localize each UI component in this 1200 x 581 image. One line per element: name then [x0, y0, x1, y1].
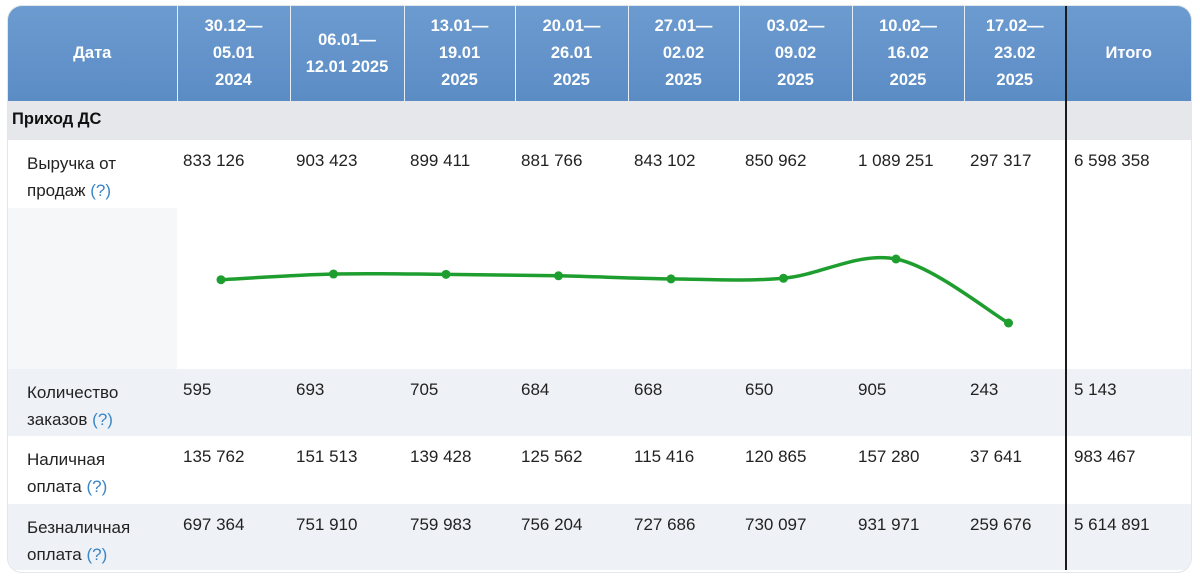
table-cell-value: 756 204 — [515, 504, 628, 570]
table-cell-value: 727 686 — [628, 504, 739, 570]
table-cell-value: 125 562 — [515, 436, 628, 504]
table-row-orders: Количество заказов (?) 595 693 705 684 66… — [8, 369, 1191, 436]
column-header-period[interactable]: 10.02— 16.02 2025 — [852, 6, 965, 101]
revenue-point[interactable] — [216, 275, 226, 285]
revenue-chart-row — [8, 208, 1191, 369]
revenue-point[interactable] — [554, 271, 563, 281]
table-cell-total: 5 614 891 — [1065, 504, 1191, 570]
table-cell-value: 759 983 — [404, 504, 515, 570]
table-cell-value: 751 910 — [290, 504, 404, 570]
table-cell-value: 120 865 — [739, 436, 852, 504]
row-label-revenue: Выручка от продаж (?) — [8, 140, 177, 208]
table-cell-value: 697 364 — [177, 504, 290, 570]
table-cell-value: 705 — [404, 369, 515, 436]
help-link[interactable]: (?) — [90, 181, 112, 200]
section-spacer — [177, 101, 1066, 140]
revenue-line-chart — [216, 254, 1013, 328]
table-cell-value: 899 411 — [404, 140, 515, 208]
table-row-cashless-payment: Безналичная оплата (?) 697 364 751 910 75… — [8, 504, 1191, 570]
table-cell-value: 243 — [964, 369, 1066, 436]
table-cell-value: 903 423 — [290, 140, 404, 208]
table-cell-value: 684 — [515, 369, 628, 436]
table-cell-value: 905 — [852, 369, 964, 436]
revenue-point[interactable] — [666, 274, 676, 284]
table-cell-value: 135 762 — [177, 436, 290, 504]
column-header-period[interactable]: 30.12— 05.01 2024 — [177, 6, 291, 101]
help-link[interactable]: (?) — [86, 477, 108, 496]
row-label-orders: Количество заказов (?) — [8, 369, 177, 436]
chart-total-spacer — [1065, 208, 1191, 369]
table-cell-value: 693 — [290, 369, 404, 436]
table-row-revenue: Выручка от продаж (?) 833 126 903 423 899… — [8, 140, 1191, 208]
table-cell-value: 881 766 — [515, 140, 628, 208]
row-label-cashless-payment: Безналичная оплата (?) — [8, 504, 177, 570]
table-cell-value: 650 — [739, 369, 852, 436]
table-cell-value: 157 280 — [852, 436, 964, 504]
section-total-spacer — [1065, 101, 1191, 140]
table-cell-total: 6 598 358 — [1065, 140, 1191, 208]
row-label-cash-payment: Наличная оплата (?) — [8, 436, 177, 504]
column-header-period[interactable]: 20.01— 26.01 2025 — [515, 6, 629, 101]
table-cell-value: 595 — [177, 369, 290, 436]
column-header-period[interactable]: 06.01— 12.01 2025 — [290, 6, 405, 101]
chart-row-label-spacer — [8, 208, 177, 369]
table-cell-value: 833 126 — [177, 140, 290, 208]
column-header-period[interactable]: 27.01— 02.02 2025 — [628, 6, 740, 101]
column-header-total: Итого — [1065, 6, 1191, 101]
table-row-cash-payment: Наличная оплата (?) 135 762 151 513 139 4… — [8, 436, 1191, 504]
table-cell-value: 297 317 — [964, 140, 1066, 208]
revenue-point[interactable] — [1004, 318, 1013, 328]
section-title: Приход ДС — [8, 101, 177, 140]
help-link[interactable]: (?) — [92, 410, 113, 429]
table-cell-value: 1 089 251 — [852, 140, 964, 208]
cashflow-table: Дата 30.12— 05.01 2024 06.01— 12.01 2025 13… — [8, 6, 1191, 570]
column-header-date: Дата — [8, 6, 178, 101]
column-header-period[interactable]: 17.02— 23.02 2025 — [964, 6, 1067, 101]
revenue-series-line — [219, 255, 1011, 325]
cashflow-table-panel: Дата 30.12— 05.01 2024 06.01— 12.01 2025 13… — [8, 6, 1191, 572]
revenue-point[interactable] — [779, 273, 788, 283]
revenue-point[interactable] — [329, 269, 338, 279]
table-cell-value: 139 428 — [404, 436, 515, 504]
revenue-chart-cell — [177, 208, 1066, 369]
section-row-cash-inflow: Приход ДС — [8, 101, 1191, 140]
revenue-point[interactable] — [891, 254, 901, 264]
table-cell-value: 850 962 — [739, 140, 852, 208]
help-link[interactable]: (?) — [86, 545, 108, 564]
column-header-period[interactable]: 03.02— 09.02 2025 — [739, 6, 853, 101]
table-cell-value: 115 416 — [628, 436, 739, 504]
table-cell-value: 730 097 — [739, 504, 852, 570]
column-header-period[interactable]: 13.01— 19.01 2025 — [404, 6, 516, 101]
table-cell-value: 259 676 — [964, 504, 1066, 570]
table-cell-value: 151 513 — [290, 436, 404, 504]
table-cell-total: 5 143 — [1065, 369, 1191, 436]
table-cell-value: 843 102 — [628, 140, 739, 208]
table-cell-value: 931 971 — [852, 504, 964, 570]
table-cell-value: 37 641 — [964, 436, 1066, 504]
revenue-point[interactable] — [441, 269, 451, 279]
table-cell-total: 983 467 — [1065, 436, 1191, 504]
header-row: Дата 30.12— 05.01 2024 06.01— 12.01 2025 13… — [8, 6, 1191, 101]
table-cell-value: 668 — [628, 369, 739, 436]
